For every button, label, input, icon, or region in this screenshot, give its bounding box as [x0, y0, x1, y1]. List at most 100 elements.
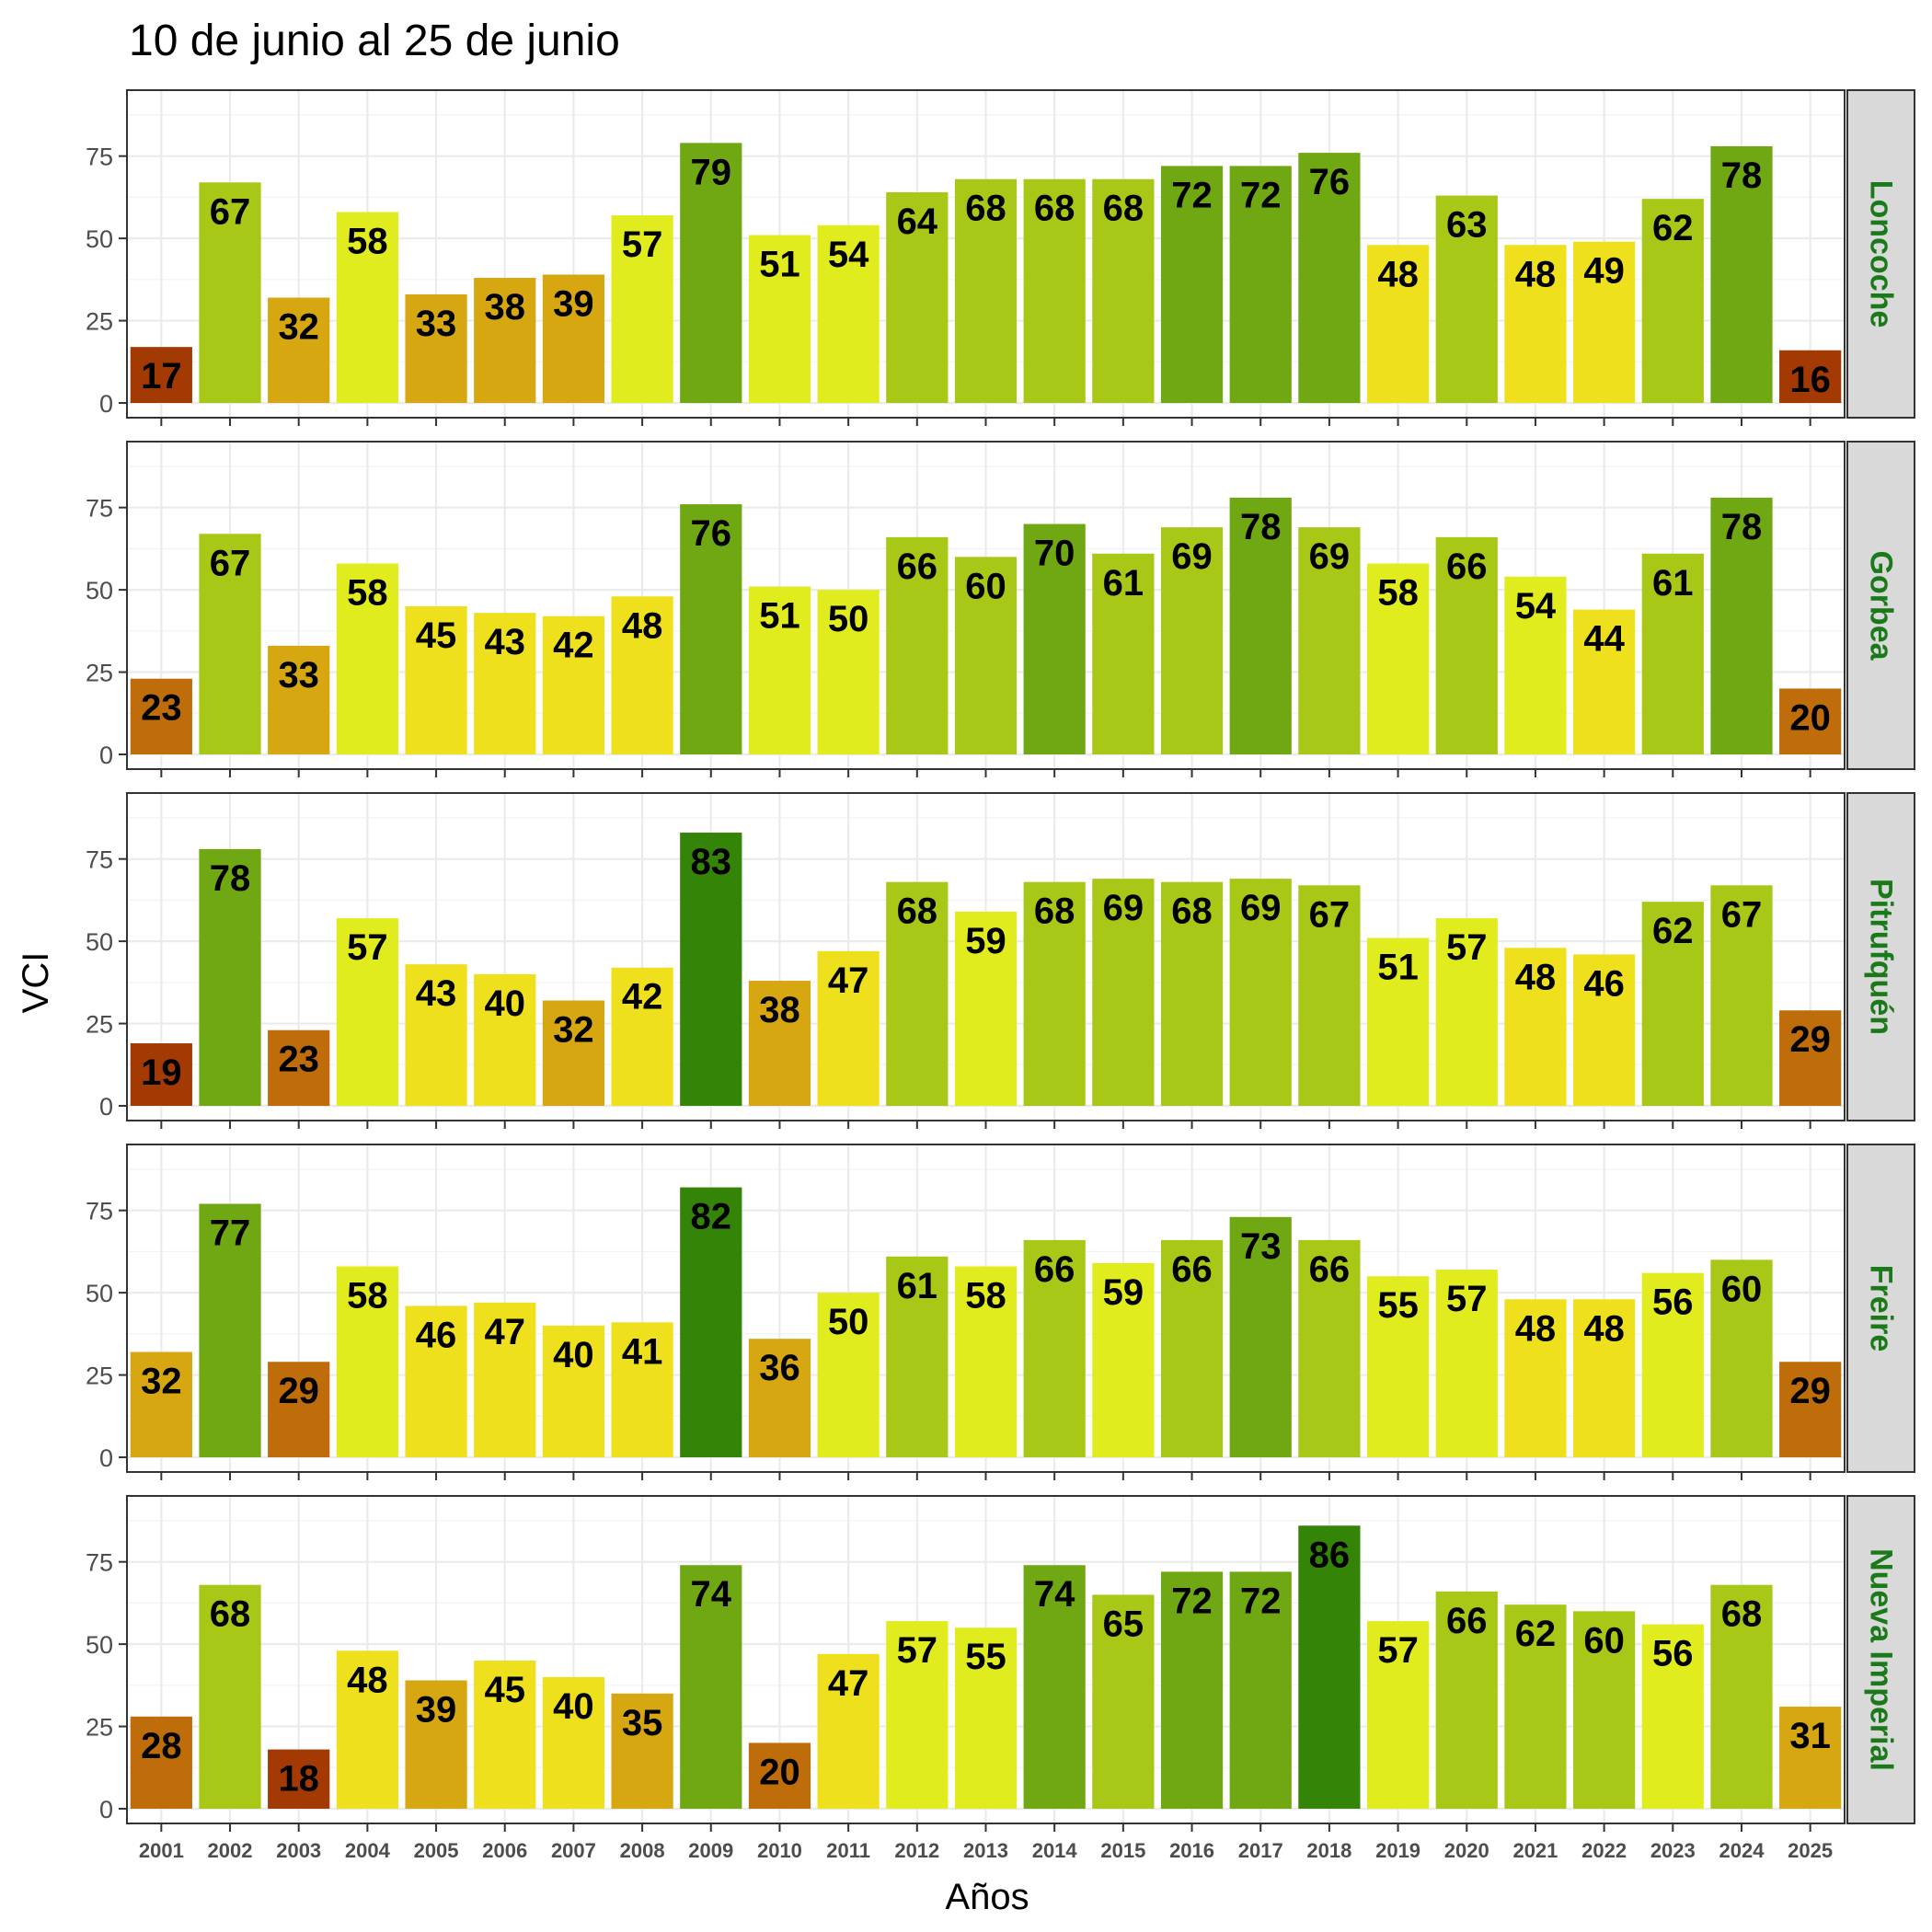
bar-label-nueva-imperial-2011: 47: [828, 1663, 869, 1704]
bar-freire-2022: [1573, 1299, 1636, 1457]
bar-label-pitrufquen-2023: 62: [1652, 911, 1694, 951]
bar-nueva-imperial-2003: [268, 1749, 330, 1809]
bar-label-pitrufquen-2005: 43: [416, 973, 457, 1014]
bar-nueva-imperial-2024: [1710, 1584, 1773, 1809]
y-tick-label: 25: [86, 1363, 113, 1390]
bar-label-gorbea-2025: 20: [1789, 697, 1831, 738]
bar-pitrufquen-2022: [1573, 954, 1636, 1106]
bar-label-nueva-imperial-2006: 45: [484, 1670, 525, 1710]
x-tick-label-2021: 2021: [1512, 1839, 1558, 1862]
bar-label-nueva-imperial-2007: 40: [553, 1686, 594, 1727]
bar-gorbea-2004: [336, 563, 398, 754]
bar-label-loncoche-2014: 68: [1034, 189, 1075, 229]
bar-label-pitrufquen-2018: 67: [1309, 894, 1351, 935]
bar-label-gorbea-2008: 48: [622, 605, 663, 646]
bar-label-pitrufquen-2002: 78: [210, 858, 251, 899]
bar-loncoche-2025: [1779, 350, 1842, 403]
bar-label-nueva-imperial-2005: 39: [416, 1689, 457, 1730]
bar-gorbea-2010: [748, 586, 811, 754]
bar-label-nueva-imperial-2019: 57: [1377, 1630, 1419, 1671]
x-tick-label-2005: 2005: [414, 1839, 459, 1862]
bar-label-loncoche-2025: 16: [1789, 360, 1831, 400]
bar-label-loncoche-2001: 17: [141, 356, 182, 397]
bar-loncoche-2017: [1229, 166, 1292, 403]
bar-label-freire-2018: 66: [1309, 1249, 1351, 1290]
bar-loncoche-2004: [336, 212, 398, 403]
x-tick-label-2016: 2016: [1169, 1839, 1214, 1862]
bar-gorbea-2014: [1023, 523, 1086, 754]
bar-loncoche-2016: [1160, 166, 1224, 403]
bar-label-loncoche-2018: 76: [1309, 162, 1351, 202]
y-tick-label: 25: [86, 660, 113, 687]
facet-label-gorbea: Gorbea: [1864, 550, 1899, 661]
bar-freire-2001: [130, 1351, 192, 1457]
bar-loncoche-2001: [130, 347, 192, 403]
bar-label-nueva-imperial-2020: 66: [1446, 1601, 1488, 1641]
bar-label-freire-2019: 55: [1377, 1285, 1419, 1326]
y-tick-label: 50: [86, 577, 113, 604]
bar-label-pitrufquen-2016: 68: [1171, 891, 1213, 932]
y-tick-label: 25: [86, 1714, 113, 1742]
bar-label-loncoche-2011: 54: [828, 235, 869, 275]
bar-pitrufquen-2021: [1504, 948, 1567, 1106]
bar-label-freire-2001: 32: [141, 1362, 182, 1402]
bar-label-loncoche-2008: 57: [622, 224, 663, 265]
bar-freire-2025: [1779, 1362, 1842, 1457]
x-tick-label-2006: 2006: [482, 1839, 527, 1862]
x-tick-label-2020: 2020: [1444, 1839, 1489, 1862]
bar-loncoche-2007: [542, 274, 605, 403]
bar-label-pitrufquen-2020: 57: [1446, 927, 1488, 968]
bar-loncoche-2020: [1435, 195, 1498, 403]
bar-loncoche-2005: [405, 293, 467, 403]
bar-pitrufquen-2018: [1298, 885, 1361, 1106]
bar-freire-2011: [817, 1293, 880, 1457]
bar-label-loncoche-2003: 32: [278, 307, 319, 348]
bar-label-freire-2023: 56: [1652, 1282, 1694, 1323]
panel-nueva-imperial: 28 68 18 48 39 45 40 35 74 20 47 57 55 74 65 72 72 86 57 66…: [86, 1495, 1915, 1824]
bar-pitrufquen-2010: [748, 981, 811, 1106]
x-tick-label-2015: 2015: [1100, 1839, 1145, 1862]
bar-gorbea-2008: [611, 596, 673, 754]
bar-freire-2024: [1710, 1259, 1773, 1457]
bar-label-freire-2003: 29: [278, 1371, 319, 1411]
bar-freire-2007: [542, 1325, 605, 1457]
bar-nueva-imperial-2017: [1229, 1571, 1292, 1809]
bar-loncoche-2008: [611, 215, 673, 403]
bar-loncoche-2003: [268, 297, 330, 403]
bar-nueva-imperial-2023: [1641, 1624, 1704, 1809]
panel-gorbea: 23 67 33 58 45 43 42 48 76 51 50 66 60 70 61 69 78 69 58 66…: [86, 441, 1915, 770]
bar-pitrufquen-2004: [336, 918, 398, 1106]
bar-label-freire-2004: 58: [347, 1275, 388, 1316]
bar-label-gorbea-2021: 54: [1515, 586, 1557, 627]
x-axis-title: Años: [945, 1877, 1029, 1917]
bar-pitrufquen-2020: [1435, 918, 1498, 1106]
x-tick-label-2011: 2011: [826, 1839, 870, 1862]
bar-label-gorbea-2004: 58: [347, 572, 388, 613]
bar-label-gorbea-2009: 76: [691, 513, 732, 554]
bar-label-freire-2013: 58: [965, 1275, 1006, 1316]
bar-nueva-imperial-2011: [817, 1653, 880, 1809]
bar-pitrufquen-2016: [1160, 881, 1224, 1106]
bar-pitrufquen-2009: [680, 833, 742, 1106]
bar-freire-2012: [886, 1256, 949, 1457]
bar-loncoche-2011: [817, 224, 880, 403]
bar-pitrufquen-2015: [1092, 879, 1155, 1106]
bar-label-loncoche-2016: 72: [1171, 175, 1213, 215]
bar-label-pitrufquen-2001: 19: [141, 1052, 182, 1093]
x-tick-label-2025: 2025: [1788, 1839, 1833, 1862]
bar-gorbea-2011: [817, 590, 880, 754]
bar-gorbea-2009: [680, 504, 742, 754]
bar-loncoche-2015: [1092, 178, 1155, 403]
bar-label-pitrufquen-2025: 29: [1789, 1019, 1831, 1060]
bar-nueva-imperial-2010: [748, 1742, 811, 1809]
bar-label-nueva-imperial-2008: 35: [622, 1703, 663, 1743]
bar-label-freire-2016: 66: [1171, 1249, 1213, 1290]
bar-loncoche-2024: [1710, 145, 1773, 403]
facet-panels: 17 67 32 58 33 38 39 57 79 51 54 64 68 68 68 72 72 76 48 63…: [86, 89, 1915, 1824]
panel-loncoche: 17 67 32 58 33 38 39 57 79 51 54 64 68 68 68 72 72 76 48 63…: [86, 89, 1915, 419]
bar-label-loncoche-2007: 39: [553, 283, 594, 324]
bar-freire-2005: [405, 1305, 467, 1457]
bar-pitrufquen-2017: [1229, 879, 1292, 1106]
bar-gorbea-2023: [1641, 553, 1704, 754]
